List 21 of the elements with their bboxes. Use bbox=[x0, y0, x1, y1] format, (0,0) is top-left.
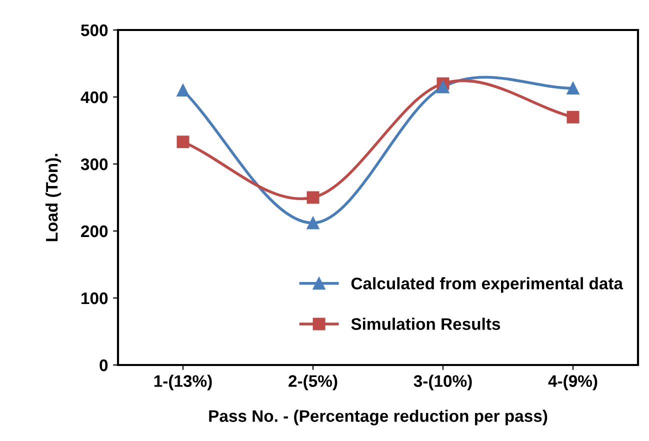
point bbox=[566, 82, 580, 95]
point bbox=[436, 80, 450, 94]
legend-label: Simulation Results bbox=[351, 318, 500, 330]
x-tick-label: 4-(9%) bbox=[548, 374, 598, 390]
x-axis-title: Pass No. - (Percentage reduction per pass) bbox=[209, 410, 548, 426]
y-tick-label: 500 bbox=[80, 24, 108, 36]
y-tick-label: 0 bbox=[100, 359, 108, 372]
x-tick-label: 3-(10%) bbox=[414, 374, 472, 390]
legend-label: Calculated from experimental data bbox=[351, 277, 624, 293]
y-tick-label: 100 bbox=[82, 292, 108, 304]
x-tick-label: 1-(13%) bbox=[154, 374, 212, 390]
point bbox=[306, 216, 320, 230]
point bbox=[176, 136, 190, 148]
y-tick-label: 300 bbox=[80, 158, 108, 170]
point bbox=[566, 110, 580, 124]
point bbox=[306, 191, 320, 204]
y-tick-label: 400 bbox=[80, 91, 108, 104]
y-tick-label: 200 bbox=[81, 225, 108, 238]
point bbox=[176, 84, 190, 97]
x-tick-label: 2-(5%) bbox=[288, 374, 338, 390]
y-axis-title: Load (Ton). bbox=[45, 154, 62, 242]
